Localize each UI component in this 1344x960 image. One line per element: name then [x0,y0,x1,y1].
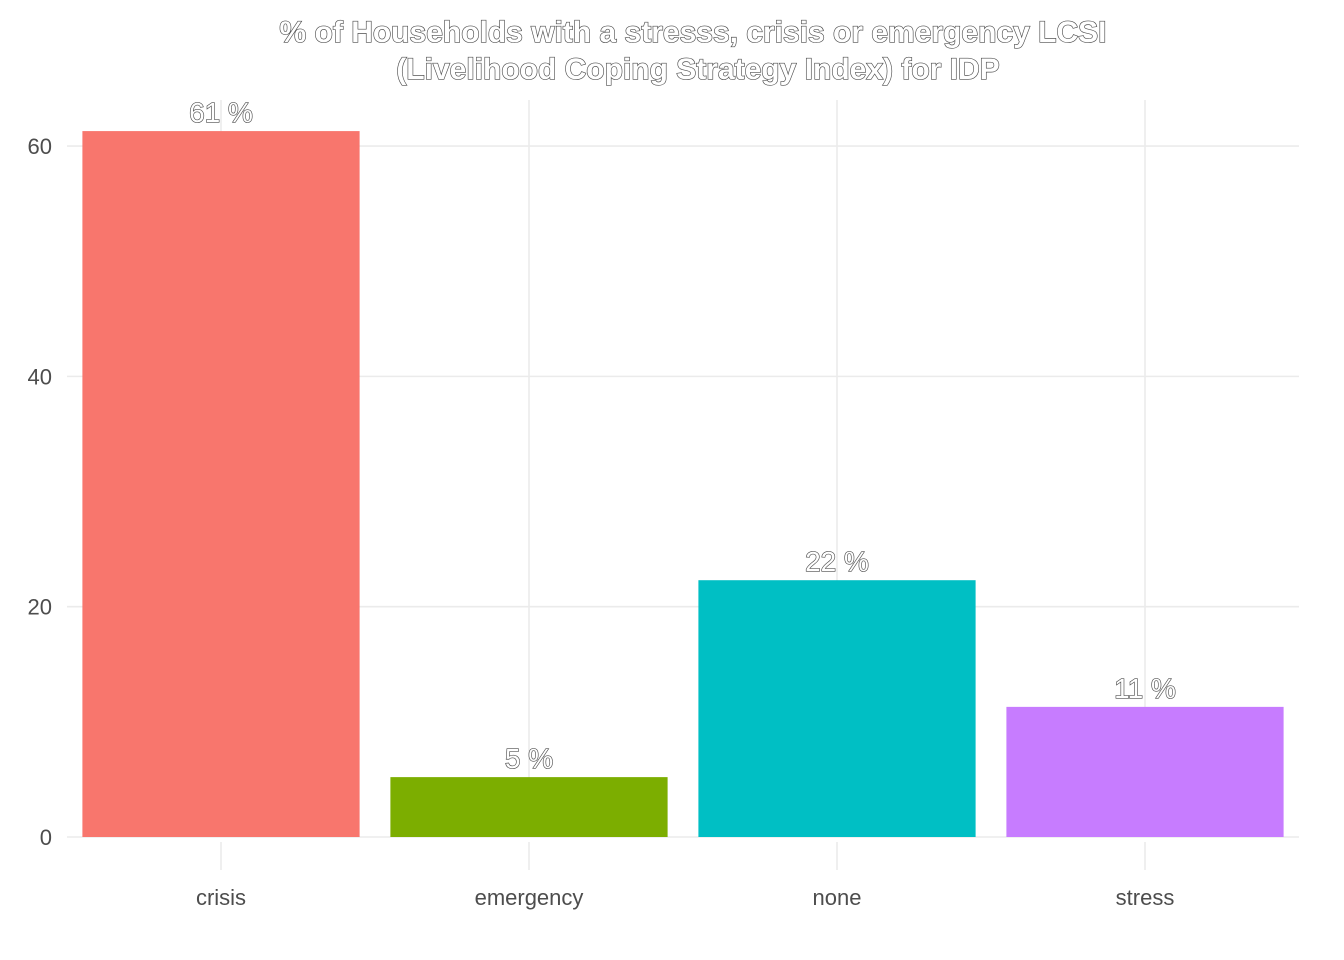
data-label-stress: 11 % [1114,673,1176,704]
y-tick-label: 20 [28,595,52,620]
data-label-none: 22 % [805,546,869,577]
chart-title-line-2: (Livelihood Coping Strategy Index) for I… [396,53,999,86]
chart-title-line-1: % of Households with a stresss, crisis o… [280,16,1107,49]
bar-emergency [390,777,668,837]
y-tick-label: 60 [28,134,52,159]
bar-none [698,580,976,837]
x-tick-label-stress: stress [1116,885,1175,910]
y-axis: 0 20 40 60 [28,134,52,850]
x-tick-label-crisis: crisis [196,885,246,910]
data-label-crisis: 61 % [189,97,253,128]
y-tick-label: 0 [40,825,52,850]
bar-stress [1006,706,1284,837]
y-tick-label: 40 [28,364,52,389]
x-tick-label-emergency: emergency [475,885,584,910]
x-axis: crisis emergency none stress [196,842,1174,910]
data-label-emergency: 5 % [505,743,553,774]
bars [82,131,1284,838]
bar-crisis [82,131,360,838]
data-labels: 61 % 5 % 22 % 11 % [188,96,1176,774]
x-tick-label-none: none [813,885,862,910]
